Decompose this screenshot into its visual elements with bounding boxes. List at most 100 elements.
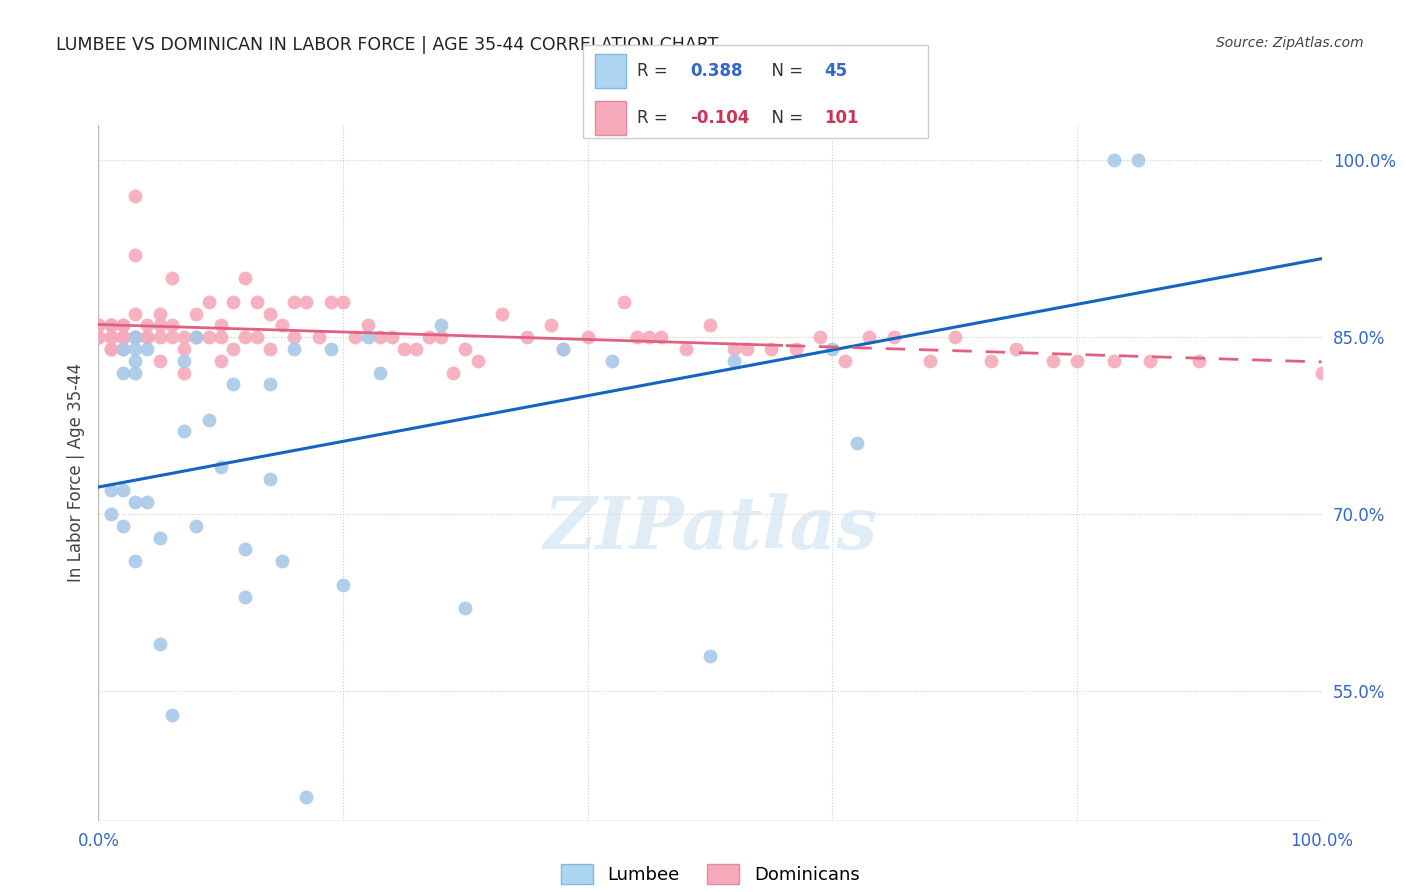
Point [222,377,245,392]
Point [124,353,146,368]
Point [259,307,281,321]
Point [308,330,330,344]
Point [173,353,195,368]
Point [87,330,110,344]
Point [87,330,110,344]
Point [699,318,721,333]
Point [149,637,172,651]
Text: R =: R = [637,62,678,79]
Point [233,271,256,285]
Point [1188,353,1211,368]
Point [186,330,208,344]
Point [1042,353,1064,368]
Point [100,330,122,344]
Text: 101: 101 [824,109,859,127]
Point [515,330,537,344]
Point [111,483,134,498]
Point [392,342,416,356]
Text: Source: ZipAtlas.com: Source: ZipAtlas.com [1216,36,1364,50]
Point [980,353,1002,368]
Point [111,318,134,333]
Point [283,342,305,356]
Point [858,330,880,344]
Point [136,330,159,344]
Point [149,318,172,333]
Point [332,294,354,309]
Point [209,330,232,344]
Point [124,330,146,344]
Point [441,366,464,380]
Point [209,318,232,333]
Point [111,342,134,356]
Point [454,601,477,615]
Point [87,330,110,344]
Point [87,318,110,333]
Point [124,330,146,344]
Point [136,495,159,509]
Point [430,318,453,333]
Point [418,330,440,344]
Point [222,294,245,309]
Point [356,330,378,344]
Point [87,318,110,333]
Point [283,294,305,309]
Point [222,342,245,356]
Point [259,377,281,392]
Point [124,188,146,202]
Point [295,294,318,309]
Point [100,342,122,356]
Point [1139,353,1161,368]
Point [160,330,183,344]
Point [233,330,256,344]
Point [186,330,208,344]
Point [124,330,146,344]
Point [356,318,378,333]
Point [160,271,183,285]
Point [209,459,232,474]
Point [149,353,172,368]
Point [454,342,477,356]
Point [1128,153,1150,168]
Point [761,342,783,356]
Point [540,318,562,333]
Point [1102,353,1125,368]
Y-axis label: In Labor Force | Age 35-44: In Labor Force | Age 35-44 [66,363,84,582]
Point [295,790,318,805]
Point [368,330,391,344]
Point [100,318,122,333]
Point [111,366,134,380]
Point [637,330,661,344]
Point [259,472,281,486]
Point [197,294,219,309]
Point [111,318,134,333]
Point [283,330,305,344]
Point [124,366,146,380]
Point [735,342,758,356]
Point [100,318,122,333]
Point [149,531,172,545]
Point [136,342,159,356]
Point [111,342,134,356]
Text: ZIPatlas: ZIPatlas [543,493,877,564]
Point [675,342,697,356]
Point [100,342,122,356]
Point [845,436,868,450]
Point [332,578,354,592]
Point [124,342,146,356]
Point [613,294,636,309]
Point [430,330,453,344]
Point [344,330,367,344]
Point [1004,342,1026,356]
Point [149,330,172,344]
Point [723,353,745,368]
Point [467,353,489,368]
Point [883,330,905,344]
Point [87,330,110,344]
Point [381,330,404,344]
Point [699,648,721,663]
Point [1066,353,1088,368]
Text: 45: 45 [824,62,846,79]
Point [943,330,966,344]
Point [111,330,134,344]
Point [173,425,195,439]
